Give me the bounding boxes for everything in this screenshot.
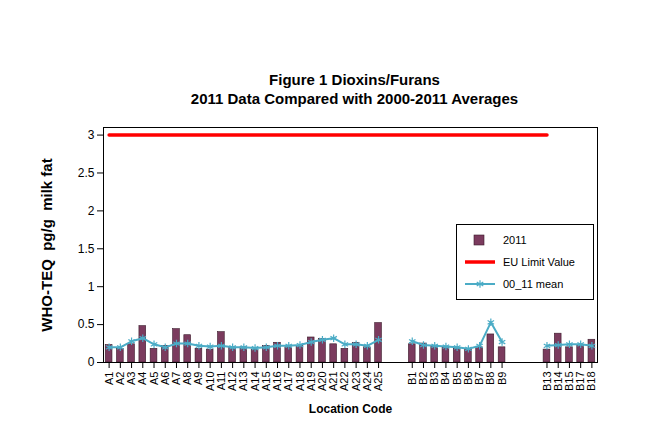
svg-text:A22: A22 — [338, 372, 350, 392]
svg-text:B3: B3 — [428, 372, 440, 385]
svg-text:B14: B14 — [552, 372, 564, 392]
svg-text:A3: A3 — [125, 372, 137, 385]
html-text:00_11 mean: 00_11 mean — [503, 278, 564, 290]
svg-text:A7: A7 — [170, 372, 182, 385]
svg-text:B7: B7 — [473, 372, 485, 385]
svg-text:B9: B9 — [496, 372, 508, 385]
svg-text:A17: A17 — [282, 372, 294, 392]
svg-text:A12: A12 — [226, 372, 238, 392]
svg-text:A6: A6 — [159, 372, 171, 385]
html-text:Figure 1 Dioxins/Furans: Figure 1 Dioxins/Furans — [269, 71, 440, 88]
svg-text:A20: A20 — [316, 372, 328, 392]
svg-text:B18: B18 — [585, 372, 597, 392]
svg-text:A11: A11 — [215, 372, 227, 391]
svg-text:B5: B5 — [451, 372, 463, 385]
svg-text:WHO-TEQ pg/g milk fat: WHO-TEQ pg/g milk fat — [38, 158, 55, 331]
svg-text:A1: A1 — [103, 372, 115, 385]
svg-text:1: 1 — [88, 280, 95, 294]
svg-text:3: 3 — [88, 128, 95, 142]
svg-text:A9: A9 — [192, 372, 204, 385]
svg-text:A19: A19 — [305, 372, 317, 392]
svg-text:B4: B4 — [439, 372, 451, 385]
svg-text:1.5: 1.5 — [78, 242, 95, 256]
html-text:EU Limit Value: EU Limit Value — [503, 256, 575, 268]
svg-text:A23: A23 — [350, 372, 362, 392]
svg-text:B2: B2 — [417, 372, 429, 385]
svg-text:2: 2 — [88, 204, 95, 218]
svg-text:Location Code: Location Code — [309, 402, 393, 416]
html-text:2011: 2011 — [503, 234, 527, 246]
svg-text:B17: B17 — [574, 372, 586, 392]
svg-text:A2: A2 — [114, 372, 126, 385]
svg-text:0: 0 — [88, 355, 95, 369]
svg-text:A8: A8 — [181, 372, 193, 385]
svg-text:A16: A16 — [271, 372, 283, 392]
svg-text:A5: A5 — [148, 372, 160, 385]
svg-text:B8: B8 — [484, 372, 496, 385]
svg-text:A13: A13 — [237, 372, 249, 392]
svg-text:A18: A18 — [293, 372, 305, 392]
svg-text:B15: B15 — [563, 372, 575, 392]
svg-text:B6: B6 — [462, 372, 474, 385]
svg-text:A4: A4 — [136, 372, 148, 385]
svg-text:B13: B13 — [540, 372, 552, 392]
html-text:2011 Data Compared with 2000-2: 2011 Data Compared with 2000-2011 Averag… — [190, 90, 519, 107]
svg-text:A24: A24 — [361, 372, 373, 392]
svg-text:2.5: 2.5 — [78, 166, 95, 180]
svg-text:A15: A15 — [260, 372, 272, 392]
svg-text:A10: A10 — [204, 372, 216, 392]
svg-text:B1: B1 — [406, 372, 418, 385]
svg-text:A25: A25 — [372, 372, 384, 392]
svg-text:0.5: 0.5 — [78, 317, 95, 331]
svg-text:A14: A14 — [249, 372, 261, 392]
svg-text:A21: A21 — [327, 372, 339, 392]
